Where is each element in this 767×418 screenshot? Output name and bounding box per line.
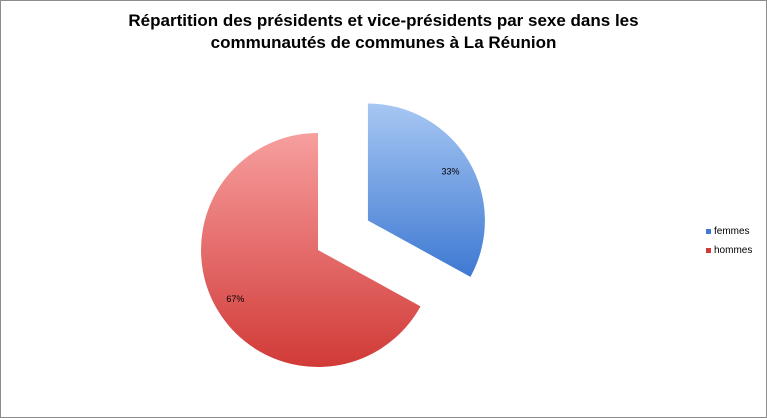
legend-item-hommes: hommes: [706, 241, 752, 260]
chart-title-line-2: communautés de communes à La Réunion: [210, 33, 557, 52]
legend-label-hommes: hommes: [714, 245, 753, 256]
data-label-hommes: 67%: [226, 294, 244, 304]
legend-label-femmes: femmes: [714, 226, 750, 237]
chart-title-line-1: Répartition des présidents et vice-prési…: [128, 11, 639, 30]
legend-item-femmes: femmes: [706, 222, 752, 241]
chart-title: Répartition des présidents et vice-prési…: [0, 10, 767, 54]
legend-swatch-hommes: [706, 248, 711, 253]
chart-legend: femmes hommes: [706, 222, 752, 260]
legend-swatch-femmes: [706, 229, 711, 234]
pie-slice-hommes: [201, 133, 421, 367]
pie-slice-femmes: [367, 103, 485, 277]
data-label-femmes: 33%: [441, 167, 459, 177]
